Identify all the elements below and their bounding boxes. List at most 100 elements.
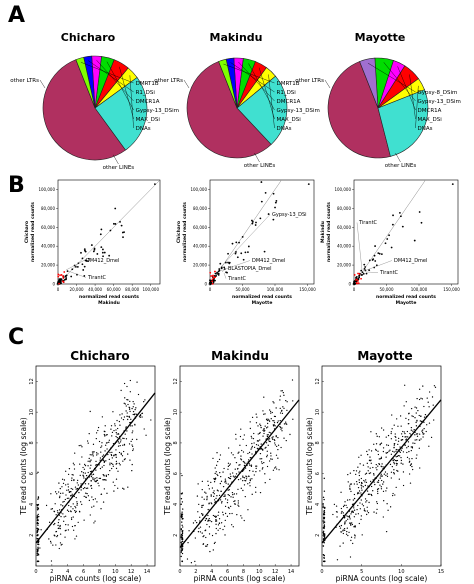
data-point [412,430,414,432]
pie-label: DNAs [418,126,433,132]
data-point [349,472,352,474]
y-axis-label: Chicharo [24,221,30,243]
data-point [84,483,87,485]
data-point [251,478,253,480]
data-point [322,531,324,534]
data-point [414,406,416,408]
data-point [255,413,257,415]
data-point [369,480,372,483]
data-point [380,465,382,467]
data-point [212,280,215,283]
data-point [114,454,116,456]
data-point [80,489,82,491]
data-point [367,466,369,468]
data-point [77,479,79,482]
data-point [390,438,393,440]
data-point [393,463,396,465]
data-point [380,427,383,429]
pie-leader-line [397,66,416,111]
data-point [227,476,230,479]
data-point [130,440,132,443]
data-point [344,523,346,525]
data-point [223,266,226,269]
data-point [388,450,390,452]
data-point [73,468,76,470]
data-point [215,519,217,521]
data-point [362,272,365,275]
data-point [396,463,398,465]
y-axis-label: TE read counts (log scale) [19,417,28,515]
data-point [110,453,112,456]
data-point [355,513,357,515]
annotation-label: DM412_Dmel [252,258,285,264]
y-tick-label: 12 [173,378,179,384]
data-point [89,470,92,473]
data-point [392,214,394,217]
data-point [369,472,372,474]
data-point [376,501,378,503]
data-point [264,473,266,475]
data-point [194,560,196,563]
data-point [347,516,349,518]
x-axis-label: piRNA counts (log scale) [50,574,142,583]
y-tick-label: 6 [173,472,179,475]
data-point [82,269,85,271]
data-point [322,503,324,505]
data-point [360,518,362,521]
data-point [406,430,409,433]
data-point [59,280,62,283]
data-point [227,468,229,470]
data-point [96,454,98,456]
data-point [67,486,70,488]
data-point [144,399,146,401]
highlight-point [62,277,65,279]
data-point [131,445,134,447]
data-point [391,414,393,416]
y-axis-label: Chicharo [176,221,182,243]
highlight-point [211,278,214,281]
data-point [127,486,129,488]
data-point [91,451,94,453]
data-point [131,425,133,427]
pie-label: Gypsy-8_DSim [418,90,458,96]
data-point [363,509,365,512]
data-point [117,445,120,447]
identity-line [57,179,161,285]
data-point [357,504,359,507]
data-point [385,456,387,458]
data-point [181,501,184,503]
data-point [59,487,61,490]
data-point [380,486,382,488]
data-point [251,453,253,455]
y-tick-label: 8 [29,441,35,444]
data-point [131,432,133,434]
data-point [61,486,63,488]
data-point [412,442,414,444]
x-tick-label: 100,000 [411,287,428,292]
data-point [208,519,210,522]
data-point [190,562,193,564]
data-point [90,464,92,466]
data-point [374,245,376,247]
data-point [133,403,135,405]
data-point [418,439,421,441]
data-point [269,410,272,413]
data-point [403,405,405,407]
data-point [197,483,199,485]
data-point [412,468,414,471]
data-point [109,451,111,454]
data-point [127,399,129,401]
y-tick-label: 60,000 [41,225,55,230]
data-point [98,477,100,480]
data-point [359,502,361,504]
data-point [194,520,196,522]
data-point [393,443,395,445]
data-point [58,519,60,521]
pie-label: MAX_DSi [277,117,302,123]
data-point [265,446,267,449]
y-tick-label: 6 [29,472,35,475]
data-point [369,456,371,458]
data-point [349,522,351,524]
x-axis-sublabel: Mayotte [396,300,417,306]
data-point [428,445,430,447]
